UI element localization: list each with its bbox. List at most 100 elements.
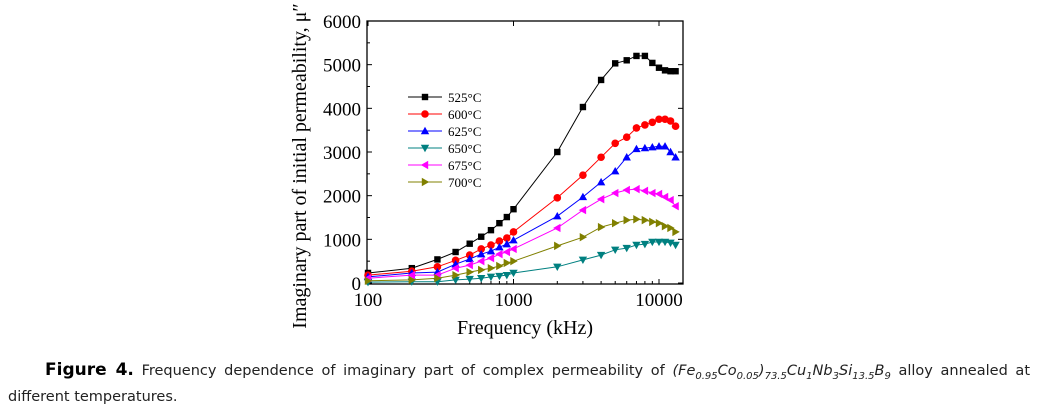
data-point [632, 144, 641, 153]
data-point [611, 139, 620, 148]
data-point [672, 68, 679, 75]
data-point [478, 265, 486, 275]
figure-caption: Figure 4. Frequency dependence of imagin… [8, 360, 1030, 407]
data-point [596, 251, 606, 260]
data-point [655, 64, 663, 71]
series-line [367, 145, 676, 278]
data-point [487, 263, 496, 273]
data-point [660, 142, 670, 150]
data-point [671, 153, 680, 161]
data-point [640, 143, 650, 152]
legend-label: 600°C [448, 107, 481, 122]
y-tick-label: 4000 [323, 99, 361, 120]
data-point [553, 263, 562, 272]
data-point [466, 267, 474, 277]
data-point [622, 153, 631, 161]
data-point [623, 57, 630, 64]
data-point [671, 241, 680, 250]
data-point [553, 194, 562, 202]
data-point [660, 192, 669, 202]
legend-marker [420, 160, 429, 170]
data-point [487, 226, 495, 234]
y-tick-label: 0 [352, 274, 362, 295]
data-point [465, 275, 474, 284]
data-point [648, 142, 657, 151]
series-lines [363, 52, 680, 287]
y-axis-title: Imaginary part of initial permeability, … [289, 3, 311, 328]
data-point [579, 103, 587, 111]
series-line [367, 218, 676, 282]
data-point [641, 215, 650, 225]
data-point [661, 67, 669, 74]
legend-item: 650°C [408, 141, 481, 156]
data-point [486, 253, 495, 263]
data-point [596, 194, 605, 204]
x-axis-title: Frequency (kHz) [457, 317, 593, 339]
data-point [554, 241, 562, 251]
legend-item: 625°C [408, 124, 481, 139]
formula-subscript: 0.05 [736, 370, 759, 382]
formula-element: ) [758, 363, 765, 379]
data-point [496, 219, 503, 227]
data-point [495, 242, 504, 251]
legend-item: 675°C [408, 158, 481, 173]
data-point [641, 121, 649, 129]
data-point [554, 148, 561, 156]
data-point [495, 272, 504, 281]
data-point [478, 233, 485, 240]
legend-marker [420, 126, 430, 135]
data-point [666, 195, 674, 205]
data-point [672, 227, 680, 237]
data-point [477, 256, 485, 266]
axis-ticks: 0 1000 2000 3000 4000 5000 6000 100 1000 10000 [323, 12, 683, 311]
data-point [509, 228, 518, 236]
formula-subscript: 3 [832, 370, 839, 382]
legend-label: 625°C [448, 124, 481, 139]
data-point [597, 153, 605, 162]
data-point [655, 115, 663, 124]
legend: 525°C 600°C 625°C 650°C 675°C 700°C [408, 90, 481, 190]
data-point [666, 239, 675, 248]
data-point [510, 206, 517, 213]
data-point [671, 122, 680, 131]
formula-subscript: 0.95 [695, 370, 718, 382]
data-point [407, 270, 415, 280]
data-point [654, 189, 663, 199]
data-point [486, 246, 496, 255]
formula-element: B [874, 363, 885, 379]
data-point [578, 256, 588, 265]
data-point [648, 118, 657, 127]
data-point [452, 248, 459, 256]
data-point [502, 239, 512, 248]
data-point [611, 167, 620, 175]
y-tick-label: 5000 [323, 56, 361, 77]
data-point [612, 60, 619, 67]
data-point [667, 68, 674, 75]
x-tick-label: 100 [354, 290, 383, 311]
y-tick-label: 2000 [323, 187, 361, 208]
data-point [622, 244, 631, 253]
data-point [671, 201, 679, 211]
series-625C [363, 142, 680, 281]
data-point [654, 142, 664, 150]
legend-marker [421, 110, 429, 118]
data-point [451, 263, 459, 273]
x-tick-label: 1000 [495, 290, 533, 311]
data-point [667, 223, 675, 233]
formula-subscript: 1 [806, 370, 813, 382]
legend-item: 700°C [408, 175, 481, 190]
data-point [597, 76, 605, 84]
data-point [648, 238, 657, 247]
data-point [496, 261, 504, 271]
data-point [622, 133, 631, 141]
data-point [495, 237, 504, 245]
data-point [579, 232, 588, 242]
data-point [477, 274, 486, 283]
data-point [486, 273, 496, 282]
series-line [367, 55, 676, 274]
legend-marker [420, 144, 430, 153]
data-point [509, 236, 518, 244]
legend-marker [421, 93, 429, 101]
series-600C [364, 115, 680, 279]
data-point [477, 245, 486, 253]
